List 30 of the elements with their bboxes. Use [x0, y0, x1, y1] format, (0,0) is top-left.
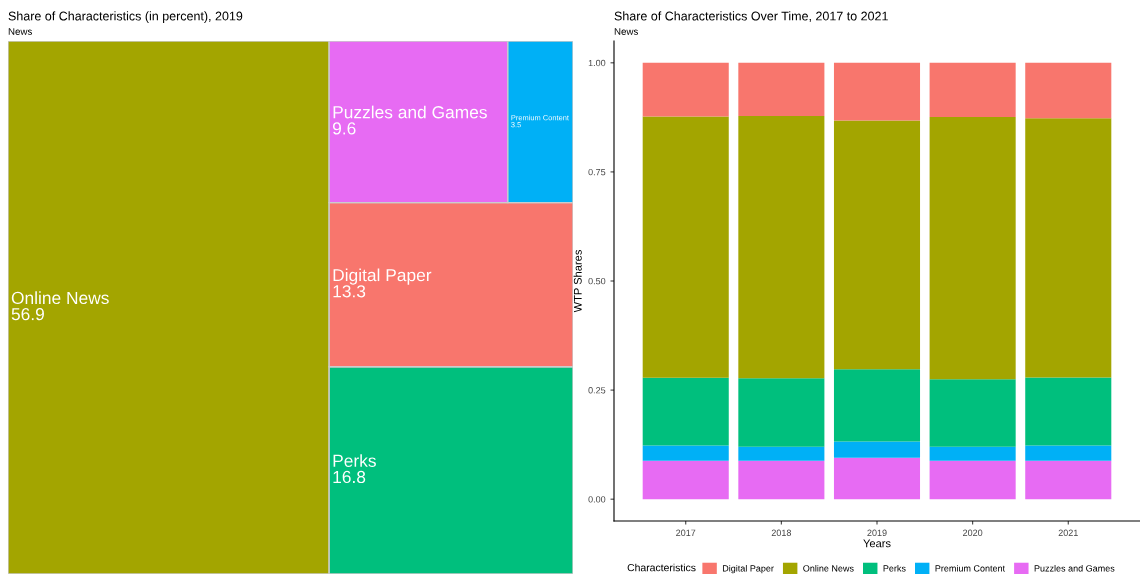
- category-label: Puzzles and Games: [333, 105, 487, 119]
- x-axis-title: Years: [863, 539, 891, 548]
- chart-title: Share of Characteristics Over Time, 2017 to 2021: [614, 11, 888, 22]
- x-tick-label: 2020: [963, 529, 983, 536]
- text: News: [8, 28, 32, 35]
- x-tick-label: 2021: [1058, 529, 1078, 536]
- text: Share of Characteristics (in percent), 2019: [8, 11, 243, 23]
- data-label: 13.3: [333, 285, 366, 298]
- category-label: Perks: [333, 454, 376, 467]
- x-tick-label: 2018: [771, 529, 792, 536]
- data-label: 9.6: [332, 122, 356, 135]
- y-tick-label: 0.75: [588, 168, 606, 176]
- legend-label: Puzzles and Games: [1034, 564, 1115, 572]
- chart-subtitle: News: [614, 28, 638, 35]
- y-tick-label: 0.25: [588, 387, 606, 394]
- legend-label: Perks: [883, 564, 906, 572]
- data-label: 16.8: [333, 470, 366, 484]
- x-tick-label: 2019: [867, 529, 887, 536]
- y-tick-label: 1.00: [588, 59, 606, 67]
- legend-title: Characteristics: [627, 563, 696, 572]
- legend-label: Premium Content: [935, 564, 1006, 572]
- y-tick-label: 0.50: [588, 277, 606, 285]
- y-tick-label: 0.00: [588, 496, 606, 503]
- x-tick-label: 2017: [676, 529, 696, 536]
- data-label: 56.9: [11, 307, 44, 321]
- category-label: Digital Paper: [333, 268, 432, 285]
- legend-label: Online News: [803, 564, 854, 572]
- category-label: Online News: [11, 291, 109, 305]
- legend-label: Digital Paper: [722, 564, 774, 574]
- y-axis-title: WTP Shares: [573, 250, 582, 313]
